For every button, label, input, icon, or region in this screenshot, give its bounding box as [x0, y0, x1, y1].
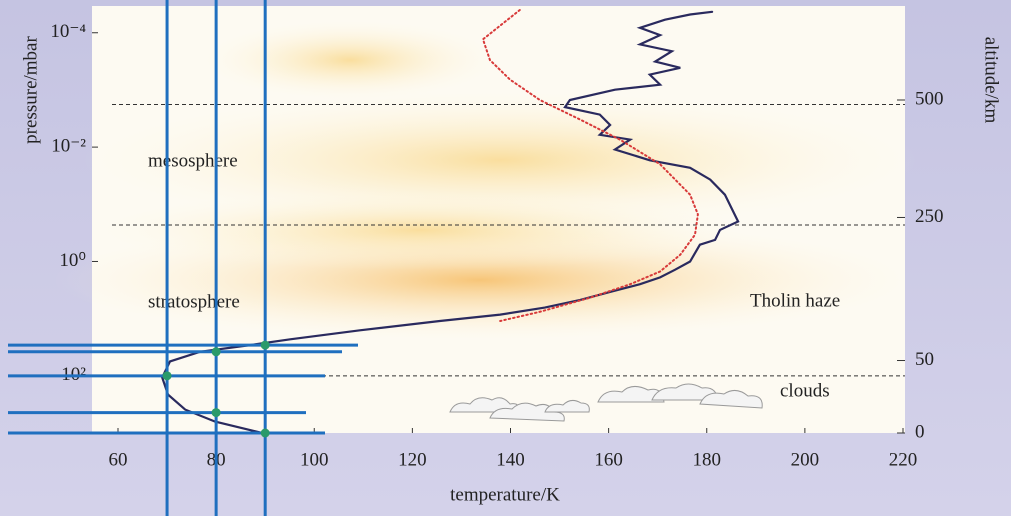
temperature-profile — [481, 9, 699, 322]
x-tick-label: 200 — [791, 449, 820, 470]
annotation: stratosphere — [148, 291, 240, 312]
annotation: clouds — [780, 380, 830, 401]
clouds-icon — [449, 383, 763, 422]
x-tick-label: 180 — [693, 449, 722, 470]
x-tick-label: 100 — [300, 449, 329, 470]
haze — [90, 190, 750, 270]
guide-marker — [162, 371, 172, 381]
guide-marker — [211, 347, 221, 357]
guide-marker — [211, 408, 221, 418]
guide-marker — [260, 428, 270, 438]
y-tick-label: 10⁻² — [51, 135, 86, 156]
y2-tick-label: 50 — [915, 349, 934, 370]
y2-axis-title: altitude/km — [981, 37, 1002, 124]
x-tick-label: 60 — [109, 449, 128, 470]
x-tick-label: 120 — [398, 449, 427, 470]
y-axis-title: pressure/mbar — [20, 36, 41, 144]
x-tick-label: 160 — [594, 449, 623, 470]
y2-tick-label: 0 — [915, 421, 925, 442]
guide-marker — [260, 340, 270, 350]
annotation: mesosphere — [148, 150, 238, 171]
x-tick-label: 220 — [889, 449, 918, 470]
temperature-profile — [161, 10, 740, 435]
y-tick-label: 10⁻⁴ — [50, 21, 86, 42]
y2-tick-label: 250 — [915, 206, 944, 227]
y2-tick-label: 500 — [915, 88, 944, 109]
x-axis-title: temperature/K — [450, 484, 560, 505]
y-tick-label: 10⁰ — [59, 250, 86, 271]
x-tick-label: 140 — [496, 449, 525, 470]
haze — [200, 20, 500, 100]
annotation: Tholin haze — [750, 290, 840, 311]
